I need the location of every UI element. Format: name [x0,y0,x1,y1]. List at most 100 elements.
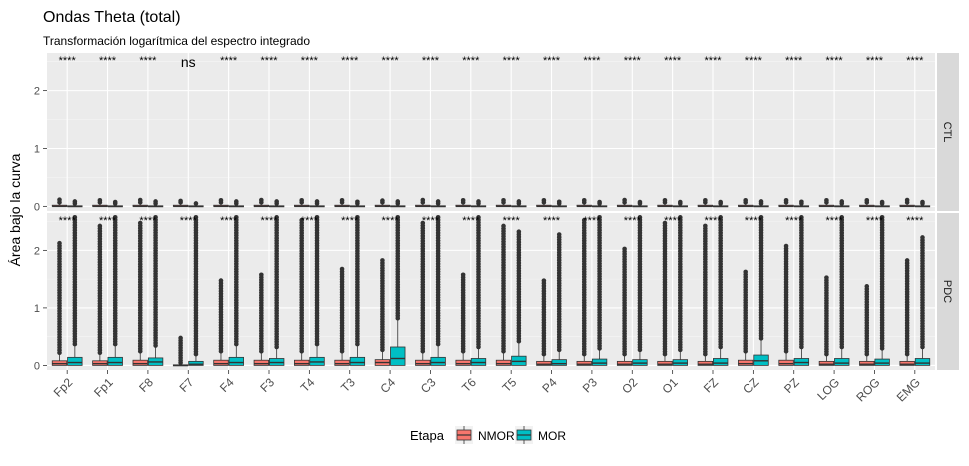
outlier-point [153,199,158,204]
outlier-point [178,198,183,204]
box-nmor-p4 [536,197,552,208]
x-tick-label: T6 [459,375,479,395]
significance-label: **** [462,55,480,67]
outlier-point [904,197,910,203]
outlier-point [395,215,401,220]
outlier-point [662,220,668,226]
legend-title: Etapa [410,428,445,443]
outlier-point [97,197,103,203]
x-tick-label: FZ [701,375,721,395]
significance-label: **** [745,55,763,67]
significance-label: **** [260,215,278,227]
box-nmor-p4 [536,278,552,366]
box-nmor-f8 [132,197,148,208]
box-nmor-t6 [455,197,471,208]
outlier-point [112,215,118,220]
significance-label: **** [543,215,561,227]
outlier-point [57,240,62,246]
box-mor-fp2 [67,215,83,366]
box-mor-t6 [470,199,487,208]
box-body [713,358,729,366]
y-tick-label: 0 [34,360,40,372]
significance-label: **** [99,55,117,67]
outlier-point [420,197,426,203]
box-mor-p3 [591,199,608,208]
outlier-point [137,220,143,226]
outlier-point [516,229,522,235]
significance-label: **** [341,215,359,227]
outlier-point [314,215,320,220]
legend-label-mor: MOR [538,429,566,443]
outlier-point [218,278,224,283]
outlier-point [274,199,279,204]
significance-label: **** [341,55,359,67]
outlier-point [718,215,723,220]
significance-label: **** [624,215,642,227]
outlier-point [758,199,764,204]
box-nmor-t3 [334,266,350,366]
box-nmor-fp1 [92,197,108,208]
box-mor-f7 [188,215,204,366]
outlier-point [597,199,602,205]
box-body [834,358,850,366]
box-nmor-emg [899,197,915,208]
box-nmor-fp2 [51,197,68,208]
outlier-point [864,284,870,289]
x-tick-label: P4 [539,375,560,396]
box-mor-t6 [470,215,487,366]
outlier-point [460,272,466,278]
x-tick-label: PZ [781,375,802,396]
outlier-point [879,214,885,220]
significance-label: **** [382,215,400,227]
significance-label: **** [220,55,238,67]
box-mor-log [834,215,850,366]
box-nmor-t3 [334,197,350,208]
outlier-point [259,197,264,203]
x-tick-label: O1 [660,375,681,396]
outlier-point [783,243,789,249]
outlier-point [193,215,199,220]
box-body [914,358,931,366]
outlier-point [339,266,345,272]
box-body [67,356,83,366]
significance-label: **** [220,215,238,227]
significance-label: **** [826,55,844,67]
box-body [616,360,633,366]
outlier-point [355,199,360,205]
box-mor-rog [874,199,890,208]
significance-label: ns [181,54,196,70]
x-tick-label: LOG [814,375,842,403]
box-mor-f8 [147,214,164,366]
outlier-point [355,215,360,220]
significance-label: **** [826,215,844,227]
outlier-point [879,199,885,205]
x-tick-label: F7 [177,375,197,395]
box-nmor-c4 [374,198,391,208]
outlier-point [556,199,562,205]
box-nmor-t5 [495,197,512,208]
outlier-point [339,197,345,203]
outlier-point [758,215,764,220]
box-body [430,356,446,366]
significance-label: **** [382,55,400,67]
box-body [874,358,890,366]
outlier-point [920,235,925,240]
outlier-point [153,214,158,220]
box-body [213,359,229,366]
box-mor-f4 [228,199,244,208]
box-body [738,359,754,366]
facet-strip-label: CTL [941,122,953,143]
box-body [778,359,794,366]
box-nmor-c4 [374,258,391,366]
box-mor-t3 [349,199,366,208]
box-mor-fp1 [107,199,123,208]
significance-label: **** [260,55,278,67]
box-mor-o2 [632,199,648,208]
box-mor-t5 [511,199,527,208]
outlier-point [703,197,708,203]
outlier-point [476,199,481,204]
outlier-point [824,275,829,280]
outlier-point [234,215,239,220]
outlier-point [637,199,643,205]
outlier-point [839,215,845,220]
